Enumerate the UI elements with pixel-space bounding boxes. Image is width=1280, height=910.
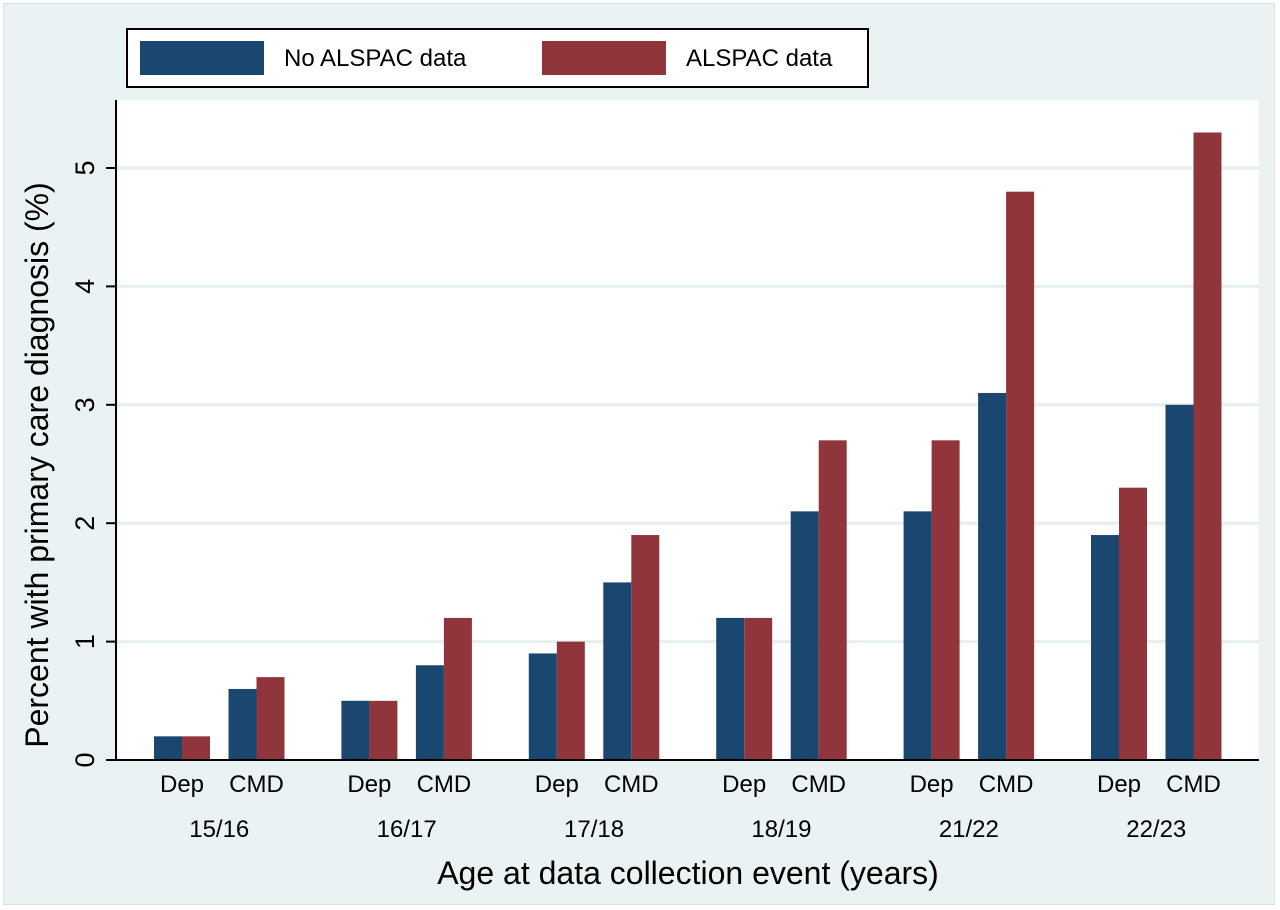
y-tick-label: 2 (70, 516, 100, 531)
legend-label-no-alspac: No ALSPAC data (284, 45, 467, 72)
bar (603, 582, 632, 760)
x-group-label: 22/23 (1126, 816, 1186, 843)
bars (154, 132, 1222, 761)
bar (931, 440, 960, 760)
x-axis-title: Age at data collection event (years) (437, 855, 939, 891)
x-group-label: 21/22 (939, 816, 999, 843)
bar (1091, 535, 1119, 760)
x-subcategory-label: Dep (722, 771, 766, 798)
x-subcategory-label: CMD (229, 771, 284, 798)
x-subcategory-label: Dep (535, 771, 579, 798)
bar (1193, 132, 1222, 761)
bar (228, 688, 257, 760)
bar (903, 511, 932, 760)
gridlines (116, 100, 1259, 760)
x-subcategory-label: Dep (160, 771, 204, 798)
bar (716, 617, 745, 760)
bar (341, 700, 370, 760)
x-subcategory-label: Dep (1097, 771, 1141, 798)
x-group-label: 17/18 (564, 816, 624, 843)
bar (978, 392, 1007, 760)
bar (443, 617, 472, 760)
x-subcategory-label: Dep (347, 771, 391, 798)
legend-swatch-alspac (542, 41, 666, 75)
x-subcategory-label: Dep (910, 771, 954, 798)
x-group-label: 15/16 (189, 816, 249, 843)
plot-area (116, 100, 1259, 760)
bar (369, 700, 398, 760)
x-subcategory-label: CMD (791, 771, 846, 798)
y-tick-label: 0 (70, 752, 100, 767)
x-subcategory-label: CMD (1166, 771, 1221, 798)
bar (154, 736, 182, 760)
y-tick-label: 1 (70, 634, 100, 649)
bar (744, 617, 773, 760)
bar (556, 641, 585, 760)
bar (790, 511, 819, 760)
bar (182, 736, 210, 760)
bar (256, 677, 285, 760)
x-subcategory-label: CMD (979, 771, 1034, 798)
bar (1165, 404, 1194, 760)
x-subcategory-label: CMD (604, 771, 659, 798)
y-tick-label: 3 (70, 397, 100, 412)
x-subcategory-label: CMD (417, 771, 472, 798)
y-tick-label: 5 (70, 160, 100, 175)
tick-labels: 0 1 2 3 4 5 Dep CMD 15/16 Dep CMD 16/17 Dep CMD 17/18 D… (70, 160, 1221, 843)
x-group-label: 16/17 (377, 816, 437, 843)
x-group-label: 18/19 (751, 816, 811, 843)
bar (415, 665, 444, 760)
bar (528, 653, 557, 760)
bar (818, 440, 847, 760)
bar (1119, 487, 1147, 760)
bar (1006, 191, 1035, 760)
axes (106, 100, 1259, 761)
y-tick-label: 4 (70, 279, 100, 294)
legend: No ALSPAC data ALSPAC data (126, 28, 869, 88)
y-axis-title: Percent with primary care diagnosis (%) (19, 182, 55, 748)
legend-label-alspac: ALSPAC data (686, 45, 833, 72)
bar (631, 535, 660, 760)
legend-swatch-no-alspac (140, 41, 264, 75)
